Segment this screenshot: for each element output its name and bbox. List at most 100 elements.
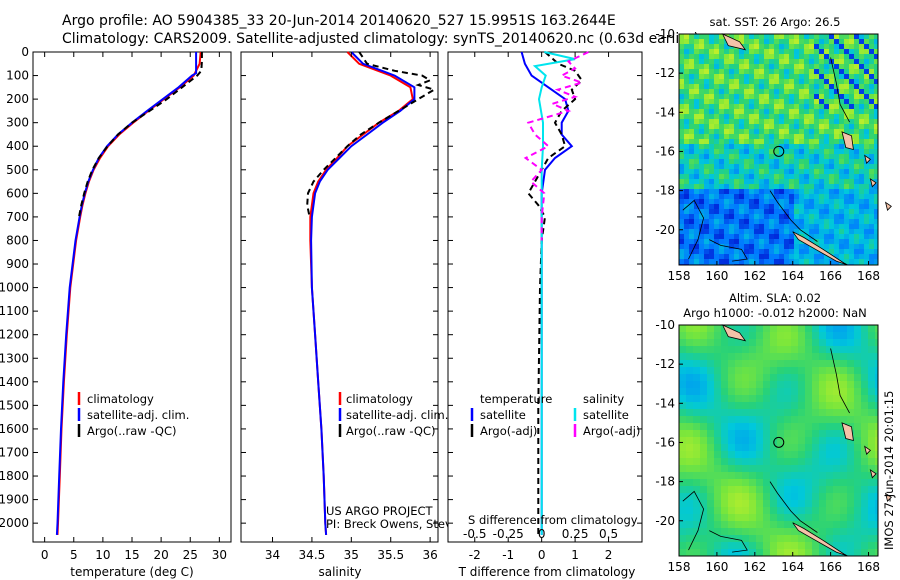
map-cell (868, 500, 875, 507)
map-cell (826, 528, 833, 535)
map-cell (779, 214, 784, 219)
y-tick-label: -14 (655, 105, 675, 119)
map-cell (859, 194, 864, 199)
map-cell (779, 174, 784, 179)
map-cell (707, 535, 714, 542)
map-cell (693, 360, 700, 367)
map-cell (864, 224, 869, 229)
x-tick-label: 35.5 (377, 548, 404, 562)
map-cell (719, 234, 724, 239)
map-cell (679, 219, 684, 224)
map-cell (809, 219, 814, 224)
map-cell (809, 259, 814, 264)
map-cell (735, 402, 742, 409)
map-cell (874, 94, 878, 99)
map-cell (728, 416, 735, 423)
map-cell (728, 451, 735, 458)
map-cell (784, 74, 789, 79)
map-cell (679, 144, 684, 149)
map-cell (791, 549, 798, 556)
map-cell (847, 514, 854, 521)
map-cell (814, 34, 819, 39)
map-cell (840, 346, 847, 353)
map-cell (744, 179, 749, 184)
map-cell (700, 423, 707, 430)
map-cell (770, 388, 777, 395)
map-cell (734, 139, 739, 144)
map-cell (854, 44, 859, 49)
map-cell (749, 507, 756, 514)
map-cell (689, 219, 694, 224)
map-cell (849, 219, 854, 224)
map-cell (814, 64, 819, 69)
map-cell (777, 437, 784, 444)
map-cell (679, 154, 684, 159)
map-cell (874, 219, 878, 224)
map-cell (809, 234, 814, 239)
map-cell (809, 109, 814, 114)
map-cell (826, 374, 833, 381)
map-cell (719, 99, 724, 104)
map-cell (819, 34, 824, 39)
map-cell (679, 360, 686, 367)
map-cell (700, 381, 707, 388)
map-cell (724, 169, 729, 174)
map-cell (744, 69, 749, 74)
map-cell (864, 204, 869, 209)
map-cell (728, 507, 735, 514)
map-cell (704, 94, 709, 99)
map-cell (847, 360, 854, 367)
map-cell (834, 59, 839, 64)
map-cell (700, 409, 707, 416)
map-cell (839, 34, 844, 39)
map-cell (859, 104, 864, 109)
map-cell (739, 179, 744, 184)
map-cell (764, 199, 769, 204)
map-cell (875, 332, 878, 339)
map-cell (829, 169, 834, 174)
map-cell (693, 367, 700, 374)
map-cell (684, 239, 689, 244)
map-cell (684, 259, 689, 264)
map-cell (798, 402, 805, 409)
map-cell (804, 209, 809, 214)
map-cell (759, 194, 764, 199)
map-cell (759, 239, 764, 244)
map-cell (684, 179, 689, 184)
map-cell (824, 189, 829, 194)
map-cell (709, 134, 714, 139)
map-cell (714, 430, 721, 437)
map-cell (704, 39, 709, 44)
map-cell (764, 124, 769, 129)
map-cell (749, 209, 754, 214)
map-cell (840, 528, 847, 535)
map-cell (769, 244, 774, 249)
map-cell (749, 444, 756, 451)
map-cell (709, 149, 714, 154)
map-cell (707, 493, 714, 500)
map-cell (770, 381, 777, 388)
map-cell (874, 144, 878, 149)
map-cell (833, 437, 840, 444)
map-cell (679, 214, 684, 219)
map-cell (714, 234, 719, 239)
map-cell (839, 44, 844, 49)
map-cell (724, 109, 729, 114)
map-cell (809, 44, 814, 49)
map-cell (869, 189, 874, 194)
map-cell (679, 430, 686, 437)
map-cell (684, 154, 689, 159)
map-cell (749, 388, 756, 395)
argo-position-marker (773, 436, 785, 448)
map-cell (679, 549, 686, 556)
map-cell (854, 54, 859, 59)
map-cell (754, 169, 759, 174)
map-cell (714, 423, 721, 430)
map-cell (699, 259, 704, 264)
map-cell (824, 114, 829, 119)
map-cell (799, 249, 804, 254)
map-cell (819, 479, 826, 486)
map-cell (704, 189, 709, 194)
map-cell (749, 254, 754, 259)
map-cell (847, 472, 854, 479)
